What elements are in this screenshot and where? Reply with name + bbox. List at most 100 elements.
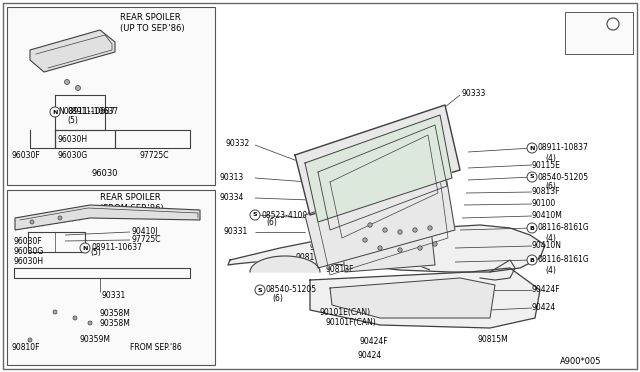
Text: 90810G: 90810G <box>573 42 606 51</box>
Text: S: S <box>253 212 257 218</box>
Text: FROM SEP.'86: FROM SEP.'86 <box>130 343 182 353</box>
Circle shape <box>398 230 402 234</box>
Text: 90424: 90424 <box>358 350 382 359</box>
Polygon shape <box>330 278 495 318</box>
Polygon shape <box>228 225 545 272</box>
Text: (4): (4) <box>545 266 556 275</box>
Text: 90333: 90333 <box>462 89 486 97</box>
Text: 96030F: 96030F <box>14 237 43 247</box>
Circle shape <box>368 223 372 227</box>
Text: 90424F: 90424F <box>532 285 561 295</box>
Text: 90410M: 90410M <box>532 212 563 221</box>
Text: 08911-10637: 08911-10637 <box>67 108 118 116</box>
Polygon shape <box>250 256 320 272</box>
Bar <box>565 12 633 54</box>
Text: 08540-51205: 08540-51205 <box>538 173 589 182</box>
Circle shape <box>50 107 60 117</box>
Text: 90358M: 90358M <box>100 318 131 327</box>
Text: 90100: 90100 <box>532 199 556 208</box>
Bar <box>7 190 215 365</box>
Text: 08911-10837: 08911-10837 <box>538 144 589 153</box>
Circle shape <box>250 210 260 220</box>
Text: 90424E: 90424E <box>312 192 341 202</box>
Text: (5): (5) <box>67 115 78 125</box>
Text: A900*005: A900*005 <box>560 357 602 366</box>
Text: 90101E(CAN): 90101E(CAN) <box>320 308 371 317</box>
Text: 90334: 90334 <box>220 192 244 202</box>
Polygon shape <box>310 268 540 328</box>
Circle shape <box>418 246 422 250</box>
Bar <box>7 7 215 185</box>
Text: 90816M: 90816M <box>416 121 447 129</box>
Text: S: S <box>530 174 534 180</box>
Text: 90813F: 90813F <box>532 187 561 196</box>
Text: 96030: 96030 <box>92 169 118 177</box>
Circle shape <box>88 321 92 325</box>
Text: 90115E: 90115E <box>532 160 561 170</box>
Text: (6): (6) <box>545 183 556 192</box>
Circle shape <box>255 285 265 295</box>
Text: (5): (5) <box>90 247 101 257</box>
Text: 97725C: 97725C <box>140 151 170 160</box>
Text: 96030G: 96030G <box>57 151 87 160</box>
Text: 90410N: 90410N <box>532 241 562 250</box>
Polygon shape <box>30 30 115 72</box>
Text: B: B <box>529 225 534 231</box>
Text: 90816M: 90816M <box>310 244 340 253</box>
Text: N: N <box>52 109 58 115</box>
Text: B: B <box>529 257 534 263</box>
Circle shape <box>428 226 432 230</box>
Circle shape <box>76 86 81 90</box>
Text: S: S <box>258 288 262 292</box>
Text: N08911-10637: N08911-10637 <box>58 108 115 116</box>
Text: 90313: 90313 <box>220 173 244 182</box>
Circle shape <box>80 243 90 253</box>
Circle shape <box>527 255 537 265</box>
Text: N: N <box>529 145 534 151</box>
Circle shape <box>433 242 437 246</box>
Text: 90331: 90331 <box>102 291 126 299</box>
Text: 90815M: 90815M <box>478 336 509 344</box>
Text: 96030H: 96030H <box>14 257 44 266</box>
Text: 08911-10637: 08911-10637 <box>92 244 143 253</box>
Text: 90332: 90332 <box>225 138 249 148</box>
Text: 90101F(CAN): 90101F(CAN) <box>325 317 376 327</box>
Circle shape <box>378 246 382 250</box>
Text: (4): (4) <box>545 234 556 243</box>
Circle shape <box>527 223 537 233</box>
Polygon shape <box>295 105 460 215</box>
Text: 96030G: 96030G <box>14 247 44 257</box>
Text: 96030H: 96030H <box>57 135 87 144</box>
Polygon shape <box>340 220 435 272</box>
Text: 90115: 90115 <box>342 153 366 161</box>
Circle shape <box>413 228 417 232</box>
Text: 90810F: 90810F <box>12 343 40 353</box>
Text: 90359M: 90359M <box>80 336 111 344</box>
Circle shape <box>65 80 70 84</box>
Text: 90424: 90424 <box>532 304 556 312</box>
Circle shape <box>53 310 57 314</box>
Text: 90424F: 90424F <box>360 337 388 346</box>
Text: 90410C: 90410C <box>320 177 349 186</box>
Circle shape <box>28 338 32 342</box>
Text: 08540-51205: 08540-51205 <box>266 285 317 295</box>
Text: 90331: 90331 <box>223 228 247 237</box>
Text: (UP TO SEP.'86): (UP TO SEP.'86) <box>120 23 184 32</box>
Text: 97725C: 97725C <box>132 235 161 244</box>
Text: (6): (6) <box>266 218 277 228</box>
Polygon shape <box>305 115 452 222</box>
Text: (FROM SEP.'86): (FROM SEP.'86) <box>100 203 164 212</box>
Circle shape <box>30 220 34 224</box>
Circle shape <box>363 238 367 242</box>
Text: N: N <box>83 246 88 250</box>
Text: 90813F: 90813F <box>325 266 353 275</box>
Circle shape <box>527 143 537 153</box>
Circle shape <box>398 248 402 252</box>
Text: CAN: CAN <box>570 19 589 29</box>
Text: 08116-8161G: 08116-8161G <box>538 224 589 232</box>
Text: 90810F: 90810F <box>295 253 323 263</box>
Polygon shape <box>15 205 200 230</box>
Text: 08116-8161G: 08116-8161G <box>538 256 589 264</box>
Text: 90410J: 90410J <box>132 228 159 237</box>
Circle shape <box>383 228 387 232</box>
